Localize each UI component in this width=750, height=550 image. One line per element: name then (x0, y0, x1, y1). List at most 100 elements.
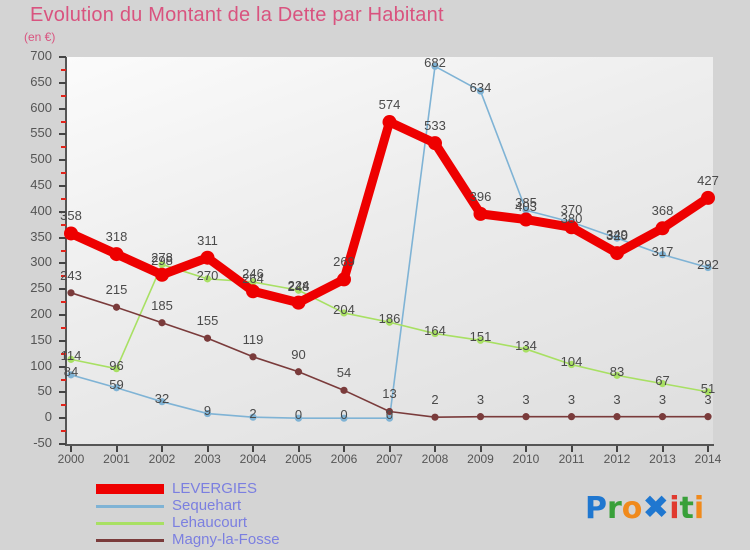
series-point (613, 234, 621, 242)
series-point (431, 62, 439, 70)
series-point (431, 413, 439, 421)
x-axis-tick (206, 446, 209, 452)
y-axis-minor-tick (61, 249, 66, 252)
series-point (704, 263, 712, 272)
proxiti-logo: Pro✖iti (585, 488, 705, 526)
y-axis-tick (59, 339, 66, 342)
series-point (158, 319, 166, 327)
x-axis-label: 2009 (467, 452, 494, 466)
x-axis-label: 2010 (512, 452, 540, 466)
series-point (64, 226, 78, 241)
legend-item[interactable]: Magny-la-Fosse (96, 531, 396, 550)
y-axis-minor-tick (61, 197, 66, 200)
series-point (340, 386, 348, 394)
series-point (522, 206, 530, 214)
y-axis-tick (59, 159, 66, 162)
y-axis-minor-tick (61, 275, 66, 278)
y-axis-minor-tick (61, 378, 66, 381)
y-axis-line (65, 57, 67, 445)
x-axis-tick (570, 446, 573, 452)
x-axis-tick (616, 446, 618, 452)
series-point (476, 87, 485, 95)
series-point (519, 212, 533, 227)
series-point (109, 247, 124, 262)
y-axis-tick (59, 262, 66, 265)
series-point (67, 371, 75, 379)
x-axis-label: 2011 (558, 452, 585, 466)
series-point (704, 388, 712, 396)
series-point (158, 260, 166, 269)
series-point (564, 220, 579, 235)
series-point (704, 413, 712, 421)
series-point (658, 251, 667, 259)
y-axis-tick (59, 81, 66, 84)
series-point (249, 413, 257, 421)
x-axis-label: 2005 (285, 452, 312, 466)
y-axis-tick (59, 107, 66, 110)
series-point (67, 355, 75, 363)
series-line (70, 292, 709, 418)
series-point (610, 246, 624, 261)
chart-legend: LEVERGIES Sequehart Lehaucourt Magny-la-Fos… (96, 480, 396, 550)
series-point (67, 289, 75, 297)
x-axis-tick (161, 446, 163, 452)
series-point (291, 295, 306, 310)
y-axis-label: 50 (37, 383, 52, 399)
series-point (112, 303, 121, 311)
series-point (382, 115, 397, 130)
y-axis-minor-tick (61, 94, 66, 97)
legend-swatch (96, 505, 164, 508)
x-axis-tick (661, 446, 664, 452)
y-axis-label: 100 (30, 357, 52, 373)
x-axis-tick (707, 446, 709, 452)
x-axis-tick (388, 446, 391, 452)
series-point (158, 398, 166, 406)
y-axis-label: 350 (30, 228, 52, 244)
series-point (658, 380, 667, 388)
y-axis-tick (59, 443, 66, 445)
legend-label: Lehaucourt (172, 514, 248, 531)
series-point (385, 407, 394, 416)
series-point (701, 190, 715, 205)
page-title: Evolution du Montant de la Dette par Hab… (30, 4, 444, 26)
y-axis-minor-tick (61, 352, 66, 355)
x-axis-label: 2002 (148, 452, 176, 466)
y-axis-minor-tick (61, 120, 66, 123)
y-axis-tick (59, 185, 66, 187)
y-axis-label: 450 (30, 177, 52, 192)
series-point (155, 267, 169, 282)
legend-swatch (96, 539, 164, 542)
y-axis-label: 200 (30, 306, 52, 321)
y-axis-tick (59, 391, 66, 394)
legend-label: Magny-la-Fosse (172, 531, 280, 548)
series-point (522, 413, 530, 421)
x-axis-label: 2007 (376, 452, 403, 466)
y-axis-minor-tick (61, 326, 66, 329)
x-axis-label: 2014 (694, 452, 722, 466)
series-point (340, 309, 348, 317)
y-axis-tick (59, 210, 66, 213)
series-point (200, 250, 215, 265)
x-axis-tick (525, 446, 527, 452)
series-point (203, 409, 212, 418)
series-point (112, 365, 121, 373)
series-point (522, 345, 530, 353)
x-axis-label: 2001 (103, 452, 130, 466)
y-axis-minor-tick (61, 301, 66, 304)
x-axis-label: 2006 (330, 452, 358, 466)
y-axis-label: 650 (30, 73, 52, 89)
x-axis-label: 2013 (649, 452, 676, 466)
series-point (613, 371, 621, 379)
legend-item[interactable]: Sequehart (96, 497, 396, 516)
y-axis-label: 300 (30, 254, 52, 270)
y-axis-label: 550 (30, 125, 52, 141)
legend-item[interactable]: LEVERGIES (96, 480, 396, 499)
y-axis-minor-tick (61, 404, 66, 407)
series-point (340, 414, 348, 422)
legend-label: Sequehart (172, 497, 242, 514)
chart-unit-subtitle: (en €) (24, 30, 56, 44)
y-axis-tick (59, 133, 66, 136)
legend-item[interactable]: Lehaucourt (96, 514, 396, 533)
